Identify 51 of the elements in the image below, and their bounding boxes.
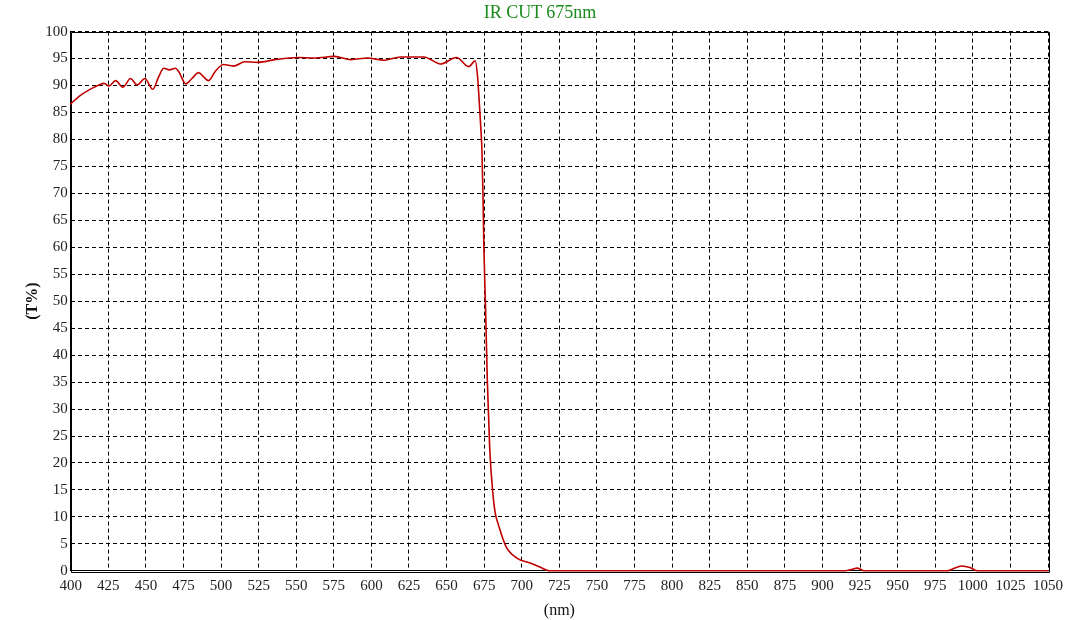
x-tick-label: 875 bbox=[773, 576, 797, 593]
y-tick-label: 90 bbox=[52, 76, 68, 93]
x-tick-label: 725 bbox=[548, 576, 571, 593]
y-tick-label: 95 bbox=[52, 49, 68, 66]
x-tick-label: 775 bbox=[623, 576, 646, 593]
y-tick-label: 0 bbox=[60, 561, 68, 578]
y-tick-label: 10 bbox=[52, 507, 68, 524]
x-axis-title: (nm) bbox=[543, 600, 575, 619]
x-tick-label: 400 bbox=[59, 576, 82, 593]
x-tick-label: 925 bbox=[848, 576, 872, 593]
x-tick-label: 1025 bbox=[995, 576, 1026, 593]
y-tick-label: 45 bbox=[52, 319, 68, 336]
x-tick-label: 625 bbox=[397, 576, 421, 593]
y-tick-label: 30 bbox=[52, 399, 68, 416]
y-tick-label: 20 bbox=[52, 453, 68, 470]
y-tick-label: 65 bbox=[52, 211, 68, 228]
y-tick-label: 40 bbox=[52, 346, 68, 363]
x-tick-label: 900 bbox=[811, 576, 834, 593]
chart-title: IR CUT 675nm bbox=[483, 1, 597, 22]
x-tick-label: 800 bbox=[660, 576, 684, 593]
x-tick-label: 600 bbox=[360, 576, 383, 593]
y-axis-title: (T%) bbox=[22, 282, 41, 320]
y-tick-label: 25 bbox=[52, 426, 68, 443]
y-tick-label: 35 bbox=[52, 373, 68, 390]
x-tick-label: 525 bbox=[247, 576, 270, 593]
y-tick-label: 80 bbox=[52, 130, 68, 147]
x-tick-label: 475 bbox=[172, 576, 195, 593]
x-tick-label: 1000 bbox=[957, 576, 988, 593]
x-tick-label: 750 bbox=[585, 576, 609, 593]
y-tick-label: 85 bbox=[52, 103, 68, 120]
x-tick-label: 675 bbox=[472, 576, 496, 593]
y-tick-label: 75 bbox=[52, 157, 68, 174]
x-tick-label: 500 bbox=[209, 576, 233, 593]
y-tick-label: 70 bbox=[52, 184, 68, 201]
x-tick-label: 850 bbox=[736, 576, 759, 593]
y-tick-label: 60 bbox=[52, 238, 68, 255]
x-tick-label: 450 bbox=[134, 576, 158, 593]
y-tick-label: 100 bbox=[45, 22, 68, 39]
x-tick-label: 650 bbox=[435, 576, 458, 593]
x-tick-label: 1050 bbox=[1033, 576, 1063, 593]
x-tick-label: 700 bbox=[510, 576, 534, 593]
x-tick-label: 950 bbox=[886, 576, 909, 593]
y-tick-label: 55 bbox=[52, 265, 68, 282]
x-tick-label: 550 bbox=[284, 576, 308, 593]
x-tick-label: 975 bbox=[923, 576, 947, 593]
x-tick-label: 825 bbox=[698, 576, 721, 593]
y-tick-label: 15 bbox=[52, 480, 68, 497]
x-tick-label: 425 bbox=[97, 576, 120, 593]
x-tick-label: 575 bbox=[322, 576, 346, 593]
y-tick-label: 50 bbox=[52, 292, 68, 309]
y-tick-label: 5 bbox=[60, 534, 68, 551]
